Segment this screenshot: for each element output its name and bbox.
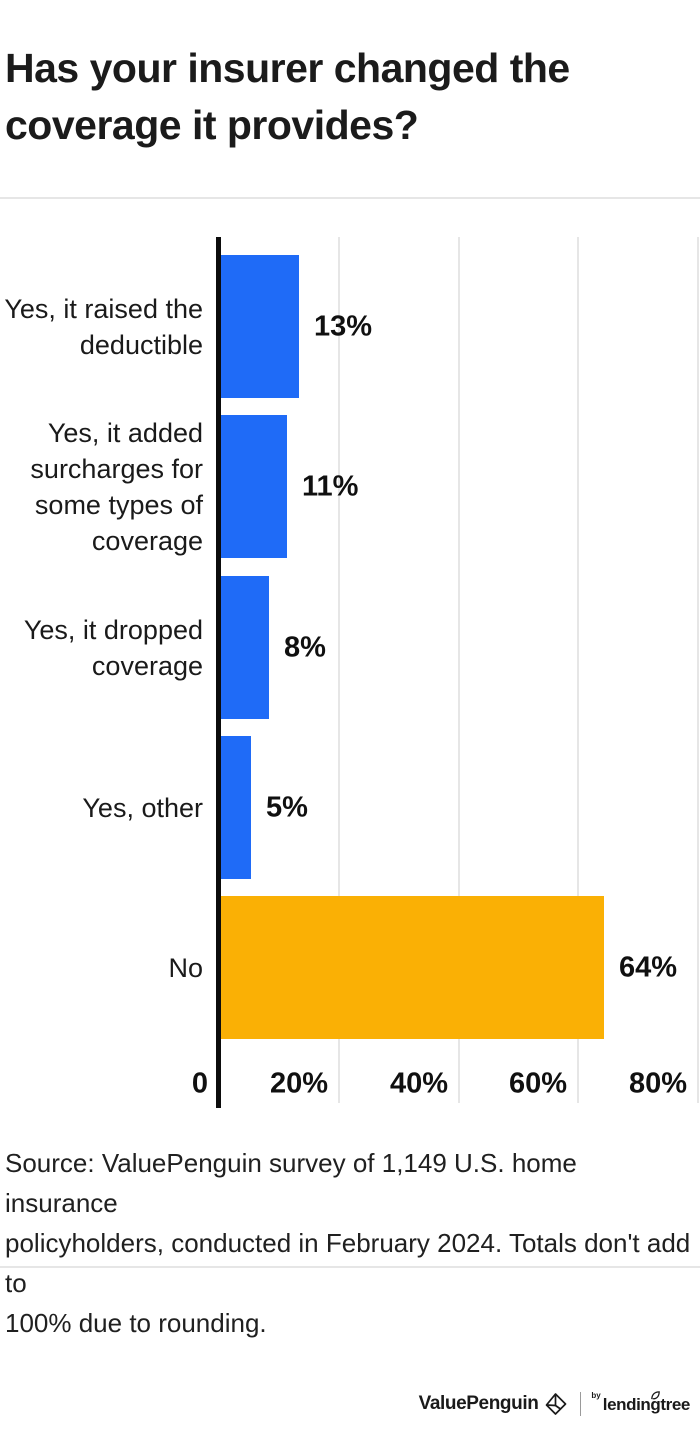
source-note: Source: ValuePenguin survey of 1,149 U.S… bbox=[5, 1148, 691, 1338]
penguin-icon bbox=[544, 1392, 568, 1416]
footer-logos: ValuePenguin by lendingtree bbox=[419, 1389, 690, 1419]
category-label-line: some types of bbox=[34, 489, 203, 520]
category-label-line: deductible bbox=[79, 329, 203, 360]
x-gridline bbox=[338, 237, 340, 1103]
y-axis-line bbox=[216, 237, 221, 1108]
category-label-line: Yes, it dropped bbox=[23, 614, 203, 645]
bar-value-label: 13% bbox=[314, 310, 373, 342]
bar-2 bbox=[221, 415, 287, 558]
x-tick-label: 0 bbox=[191, 1067, 208, 1100]
category-label-line: surcharges for bbox=[30, 453, 203, 484]
bar-1 bbox=[221, 255, 299, 398]
bar-3 bbox=[221, 576, 269, 719]
category-label: Yes, other bbox=[82, 790, 203, 826]
x-tick-label: 40% bbox=[389, 1067, 448, 1100]
category-label: No bbox=[168, 950, 203, 986]
bar-4 bbox=[221, 736, 251, 879]
category-label-line: coverage bbox=[91, 650, 203, 681]
bar-value-label: 11% bbox=[302, 470, 359, 502]
x-gridline bbox=[697, 237, 699, 1103]
bar-5 bbox=[221, 896, 604, 1039]
x-tick-label: 60% bbox=[508, 1067, 567, 1100]
leaf-icon bbox=[650, 1388, 661, 1406]
bar-value-label: 5% bbox=[266, 791, 308, 823]
lendingtree-logo: by lendingtree bbox=[591, 1391, 691, 1416]
bar-value-label: 64% bbox=[619, 951, 678, 983]
top-divider bbox=[0, 197, 700, 199]
category-label-line: No bbox=[168, 952, 203, 983]
valuepenguin-wordmark: ValuePenguin bbox=[418, 1393, 539, 1414]
category-label: Yes, it dropped coverage bbox=[24, 612, 203, 684]
category-label: Yes, it added surcharges for some types of… bbox=[30, 415, 203, 559]
by-label: by bbox=[591, 1391, 601, 1400]
x-tick-label: 80% bbox=[628, 1067, 687, 1100]
bar-value-label: 8% bbox=[284, 631, 326, 663]
logo-separator bbox=[580, 1392, 582, 1416]
x-tick-label: 20% bbox=[269, 1067, 328, 1100]
lendingtree-wordmark: lendingtree bbox=[602, 1395, 691, 1414]
chart-title: Has your insurer changed the coverage it… bbox=[5, 45, 570, 148]
category-label-line: Yes, it added bbox=[47, 417, 203, 448]
category-label: Yes, it raised the deductible bbox=[4, 291, 203, 363]
x-gridline bbox=[577, 237, 579, 1103]
category-label-line: Yes, other bbox=[82, 792, 203, 823]
category-label-line: Yes, it raised the bbox=[4, 293, 203, 324]
category-label-line: coverage bbox=[91, 525, 203, 556]
x-gridline bbox=[458, 237, 460, 1103]
bottom-divider bbox=[0, 1266, 700, 1268]
